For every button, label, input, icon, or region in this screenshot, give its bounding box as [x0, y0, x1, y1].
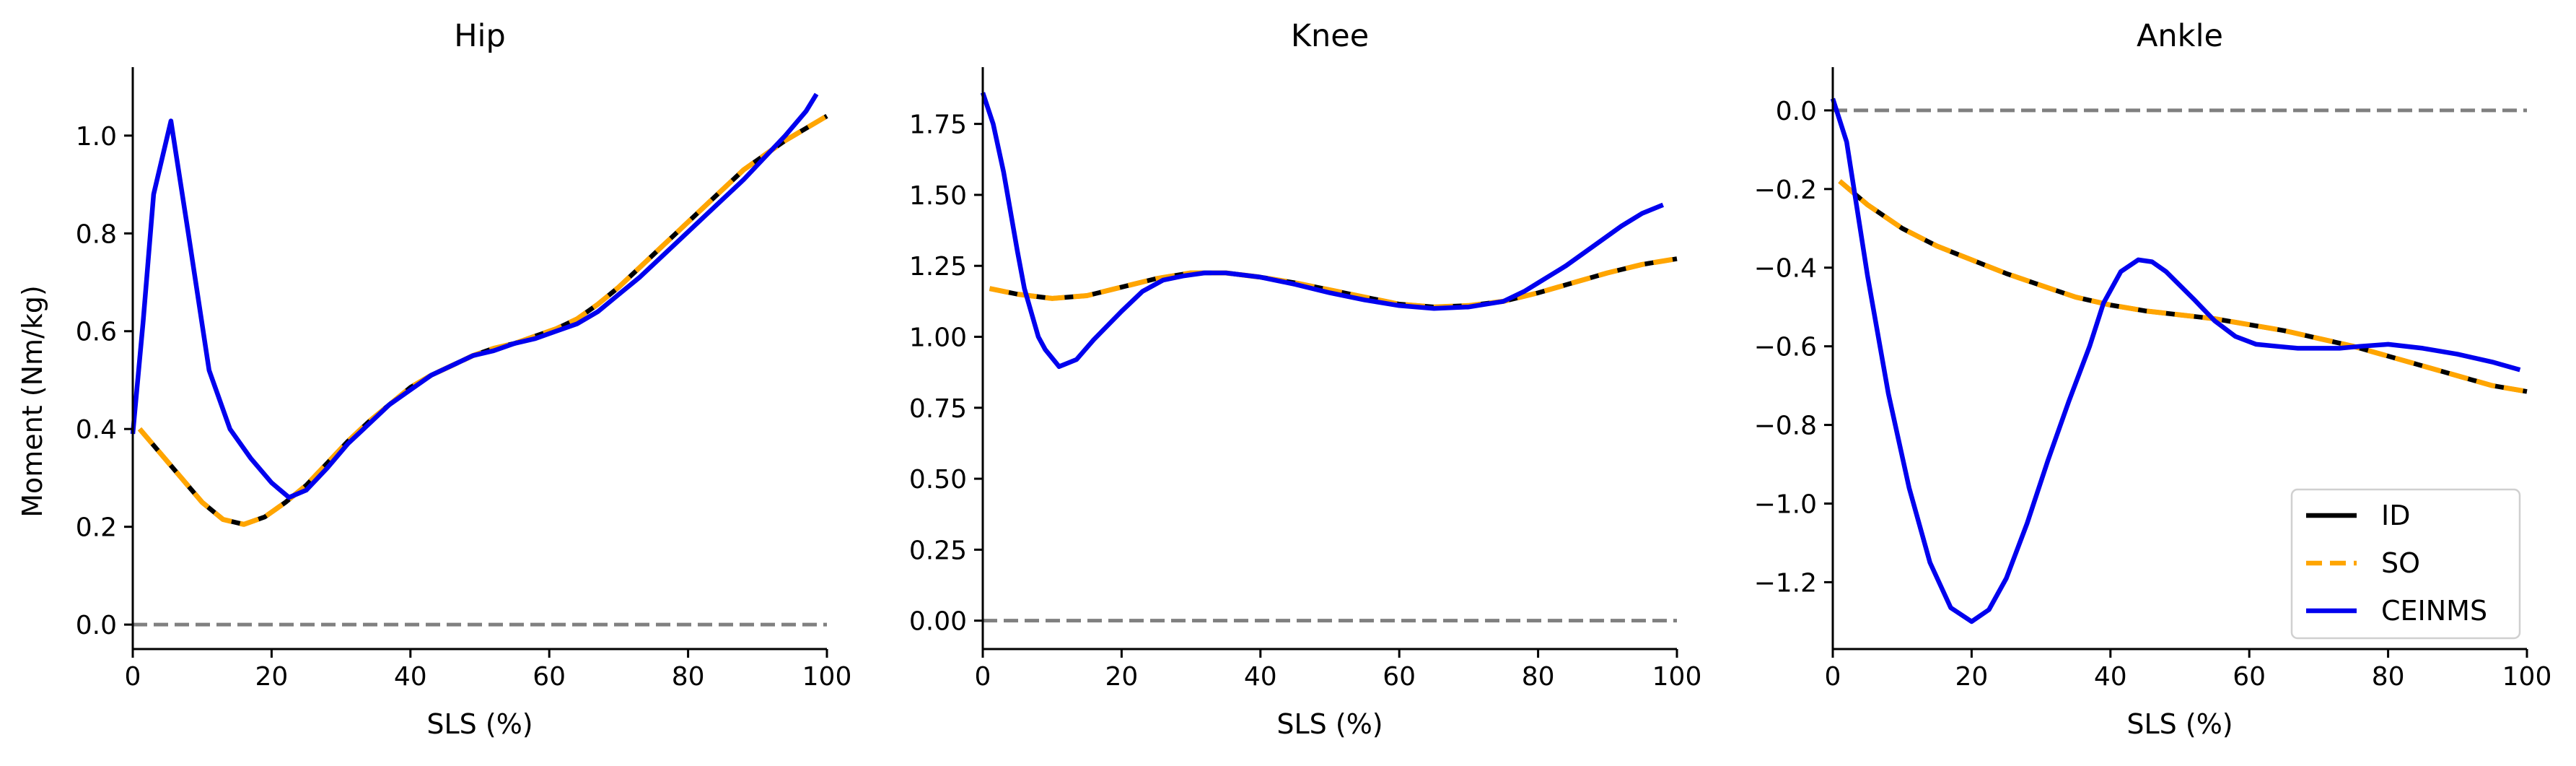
x-tick-label: 40	[1244, 662, 1277, 692]
legend-box	[2290, 488, 2521, 640]
panels: Hip 0 20 40 60 80 100 0.0 0.2 0.4 0.6 0.8 1.0 SLS (%)…	[76, 18, 2552, 740]
y-tick-label: 1.75	[909, 110, 967, 140]
x-tick-label: 0	[975, 662, 991, 692]
y-tick-label: 0.50	[909, 465, 967, 495]
series-line-ceinms	[130, 92, 819, 500]
legend: ID SO CEINMS	[2290, 488, 2521, 640]
x-tick-label: 20	[1105, 662, 1138, 692]
series-line-ceinms	[1830, 97, 2521, 624]
y-tick-label: 0.2	[76, 513, 117, 543]
x-tick-label: 80	[1522, 662, 1555, 692]
x-axis-label: SLS (%)	[426, 708, 533, 740]
x-tick-label: 60	[533, 662, 566, 692]
legend-item-id: ID	[2306, 500, 2410, 531]
series-line-id	[138, 113, 828, 527]
legend-label: ID	[2381, 500, 2410, 531]
y-tick-label: 0.6	[76, 318, 117, 347]
panel-hip: Hip 0 20 40 60 80 100 0.0 0.2 0.4 0.6 0.8 1.0 SLS (%)	[76, 18, 852, 740]
series-line-so	[137, 113, 828, 527]
y-tick-label: 0.75	[909, 394, 967, 424]
panel-title: Hip	[454, 18, 506, 54]
x-tick-label: 80	[2372, 662, 2405, 692]
y-tick-label: −0.2	[1754, 175, 1817, 205]
y-tick-label: −0.8	[1754, 412, 1817, 441]
series-line-ceinms	[980, 92, 1665, 370]
x-tick-label: 100	[802, 662, 852, 692]
panel-knee: Knee 0 20 40 60 80 100 0.00 0.25 0.50 0.75 1.00 1.25…	[909, 18, 1702, 740]
y-tick-label: 1.0	[76, 122, 117, 152]
y-tick-label: 1.25	[909, 252, 967, 282]
y-tick-label: 0.4	[76, 415, 117, 445]
x-tick-label: 0	[1825, 662, 1841, 692]
x-tick-label: 100	[1652, 662, 1702, 692]
legend-item-so: SO	[2306, 547, 2420, 579]
x-axis-label: SLS (%)	[1276, 708, 1383, 740]
x-tick-label: 60	[2233, 662, 2266, 692]
x-tick-label: 20	[255, 662, 288, 692]
y-tick-label: 1.00	[909, 323, 967, 353]
y-tick-label: −0.4	[1754, 254, 1817, 284]
legend-label: SO	[2381, 547, 2420, 579]
y-tick-label: 0.25	[909, 536, 967, 565]
panel-title: Knee	[1291, 18, 1369, 54]
series-line-so	[1838, 179, 2528, 394]
panel-ankle: Ankle 0 20 40 60 80 100 0.0 −0.2 −0.4 −0.6 −0.8 −1.0…	[1754, 18, 2552, 740]
x-tick-label: 60	[1383, 662, 1416, 692]
y-tick-label: 1.50	[909, 181, 967, 211]
y-tick-label: 0.00	[909, 607, 967, 637]
y-tick-label: −1.2	[1754, 568, 1817, 598]
y-tick-label: −1.0	[1754, 490, 1817, 520]
legend-label: CEINMS	[2381, 595, 2487, 627]
y-axis-label: Moment (Nm/kg)	[17, 285, 48, 518]
y-tick-label: 0.8	[76, 219, 117, 249]
y-tick-label: 0.0	[1776, 97, 1817, 126]
panel-title: Ankle	[2137, 18, 2223, 54]
x-axis-label: SLS (%)	[2126, 708, 2233, 740]
legend-item-ceinms: CEINMS	[2306, 595, 2487, 627]
x-tick-label: 40	[2094, 662, 2127, 692]
x-tick-label: 100	[2502, 662, 2552, 692]
x-tick-label: 80	[672, 662, 705, 692]
series-line-so	[989, 256, 1678, 310]
y-tick-label: 0.0	[76, 611, 117, 640]
x-tick-label: 20	[1955, 662, 1988, 692]
y-tick-label: −0.6	[1754, 333, 1817, 362]
x-tick-label: 0	[125, 662, 141, 692]
x-tick-label: 40	[394, 662, 427, 692]
